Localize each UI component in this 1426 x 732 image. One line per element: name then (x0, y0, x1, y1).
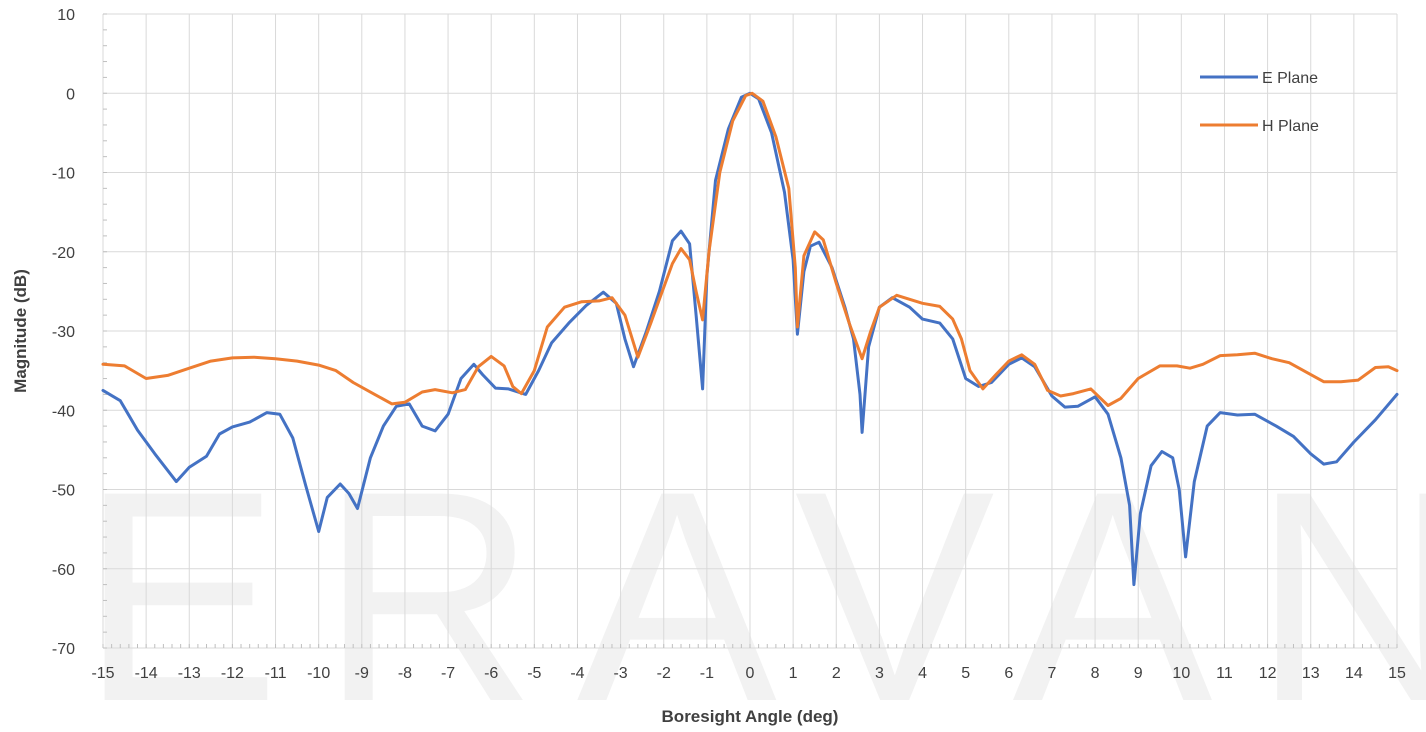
x-tick-label: -3 (613, 665, 627, 682)
y-tick-label: -30 (52, 324, 75, 341)
x-tick-label: -8 (398, 665, 412, 682)
x-axis-title: Boresight Angle (deg) (662, 707, 839, 726)
x-tick-label: 1 (789, 665, 798, 682)
x-tick-label: -10 (307, 665, 330, 682)
x-tick-label: 3 (875, 665, 884, 682)
y-tick-label: -40 (52, 403, 75, 420)
x-tick-label: 5 (961, 665, 970, 682)
y-tick-label: -60 (52, 562, 75, 579)
x-tick-label: 6 (1004, 665, 1013, 682)
y-tick-label: -20 (52, 245, 75, 262)
x-tick-label: 11 (1216, 665, 1233, 682)
x-axis-ticks: -15 -14 -13 -12 -11 -10 -9 -8 -7 -6 -5 -4 -3 -2 -1 0 1 2 3… (91, 665, 1406, 682)
legend-label: E Plane (1262, 70, 1318, 87)
x-tick-label: -6 (484, 665, 498, 682)
x-tick-label: -4 (570, 665, 584, 682)
y-tick-label: 0 (66, 86, 75, 103)
x-tick-label: -12 (221, 665, 244, 682)
x-tick-label: 8 (1091, 665, 1100, 682)
x-tick-label: -1 (700, 665, 714, 682)
series-line-h-plane (101, 91, 1399, 407)
grid (102, 13, 1398, 649)
x-tick-label: 12 (1259, 665, 1277, 682)
x-tick-label: -2 (657, 665, 671, 682)
x-tick-label: -13 (178, 665, 201, 682)
y-tick-label: -70 (52, 641, 75, 658)
y-axis-ticks: 10 0 -10 -20 -30 -40 -50 -60 -70 (52, 7, 75, 658)
x-tick-label: -15 (91, 665, 114, 682)
x-tick-label: -14 (135, 665, 158, 682)
legend-label: H Plane (1262, 118, 1319, 135)
y-tick-label: -50 (52, 483, 75, 500)
x-tick-label: 10 (1172, 665, 1190, 682)
x-tick-label: 4 (918, 665, 927, 682)
y-axis-title: Magnitude (dB) (11, 269, 30, 393)
x-tick-label: 14 (1345, 665, 1363, 682)
y-tick-label: 10 (57, 7, 75, 24)
x-tick-label: 0 (746, 665, 755, 682)
x-tick-label: 15 (1388, 665, 1406, 682)
x-tick-label: 2 (832, 665, 841, 682)
x-tick-label: -7 (441, 665, 455, 682)
y-tick-label: -10 (52, 166, 75, 183)
x-tick-label: 13 (1302, 665, 1320, 682)
series-group (101, 91, 1399, 587)
x-tick-label: 9 (1134, 665, 1143, 682)
legend: E Plane H Plane (1200, 70, 1319, 135)
x-tick-label: -9 (355, 665, 369, 682)
x-tick-label: -11 (265, 665, 287, 682)
axis-minor-ticks (102, 13, 1398, 649)
x-tick-label: 7 (1047, 665, 1056, 682)
x-tick-label: -5 (527, 665, 541, 682)
